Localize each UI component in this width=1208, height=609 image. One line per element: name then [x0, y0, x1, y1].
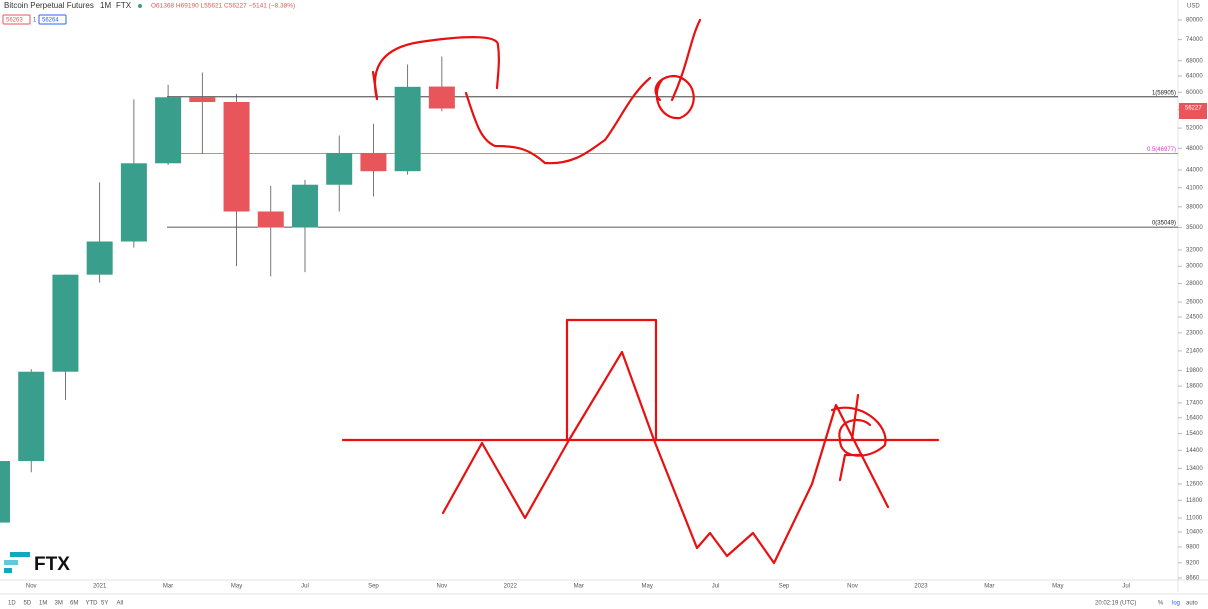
- candle-body: [52, 274, 79, 372]
- scale-button[interactable]: auto: [1186, 601, 1198, 607]
- x-tick-label: Mar: [984, 584, 994, 590]
- y-tick-label: 68000: [1186, 58, 1203, 64]
- y-tick-label: 18600: [1186, 384, 1203, 390]
- range-button[interactable]: 6M: [70, 601, 78, 607]
- x-tick-label: 2023: [914, 584, 928, 590]
- x-tick-label: 2021: [93, 584, 107, 590]
- x-tick-label: Jul: [301, 584, 309, 590]
- candle-body: [155, 97, 182, 164]
- y-tick-label: 24500: [1186, 315, 1203, 321]
- y-tick-label: 21400: [1186, 349, 1203, 355]
- y-tick-label: 9200: [1186, 560, 1200, 566]
- candle-body: [326, 152, 353, 185]
- x-tick-label: Sep: [368, 584, 379, 590]
- range-button[interactable]: YTD: [86, 601, 99, 607]
- annotations: [341, 18, 940, 565]
- y-tick-label: 15400: [1186, 431, 1203, 437]
- spread: 1: [33, 18, 37, 24]
- x-tick-label: May: [231, 584, 242, 590]
- range-button[interactable]: 3M: [55, 601, 63, 607]
- ask-box[interactable]: [38, 14, 67, 25]
- candle-body: [0, 461, 10, 523]
- symbol-title: Bitcoin Perpetual Futures: [4, 1, 94, 10]
- x-tick-label: Jul: [712, 584, 720, 590]
- currency[interactable]: USD: [1187, 4, 1200, 10]
- interval[interactable]: 1M: [100, 1, 111, 10]
- y-tick-label: 16400: [1186, 415, 1203, 421]
- y-tick-label: 11800: [1186, 498, 1203, 504]
- candle-body: [257, 211, 284, 228]
- status-dot: [138, 4, 142, 8]
- y-tick-label: 23000: [1186, 330, 1203, 336]
- logo-text: FTX: [34, 554, 70, 575]
- candle-body: [86, 241, 113, 275]
- range-button[interactable]: 1D: [8, 601, 16, 607]
- y-tick-label: 35000: [1186, 225, 1203, 231]
- x-tick-label: Nov: [437, 584, 448, 590]
- y-tick-label: 9800: [1186, 545, 1200, 551]
- scale-button[interactable]: log: [1172, 601, 1180, 607]
- x-tick-label: Sep: [779, 584, 790, 590]
- y-tick-label: 60000: [1186, 90, 1203, 96]
- fib-label: 1(58905): [1152, 90, 1176, 96]
- x-tick-label: 2022: [504, 584, 518, 590]
- y-tick-label: 17400: [1186, 400, 1203, 406]
- y-tick-label: 41000: [1186, 185, 1203, 191]
- bid-box[interactable]: [2, 14, 31, 25]
- ftx-logo: FTX: [4, 552, 70, 575]
- y-tick-label: 19800: [1186, 368, 1203, 374]
- fib-label: 0(35049): [1152, 221, 1176, 227]
- exchange: FTX: [116, 1, 132, 10]
- candle-body: [428, 86, 455, 109]
- y-tick-label: 11000: [1186, 516, 1203, 522]
- y-tick-label: 28000: [1186, 281, 1203, 287]
- x-tick-label: Mar: [163, 584, 173, 590]
- y-tick-label: 44000: [1186, 168, 1203, 174]
- x-tick-label: May: [642, 584, 653, 590]
- range-button[interactable]: 5Y: [101, 601, 108, 607]
- y-tick-label: 30000: [1186, 264, 1203, 270]
- y-tick-label: 26000: [1186, 300, 1203, 306]
- y-tick-label: 10400: [1186, 530, 1203, 536]
- candle-body: [360, 152, 387, 172]
- candle-body: [189, 97, 216, 103]
- y-tick-label: 14400: [1186, 448, 1203, 454]
- range-button[interactable]: 5D: [24, 601, 32, 607]
- range-button[interactable]: All: [117, 601, 124, 607]
- x-tick-label: Mar: [574, 584, 584, 590]
- fib-label: 0.5(46977): [1147, 147, 1176, 153]
- y-tick-label: 74000: [1186, 37, 1203, 43]
- x-tick-label: Nov: [26, 584, 37, 590]
- x-tick-label: Jul: [1122, 584, 1130, 590]
- candle-body: [394, 86, 421, 172]
- scale-button[interactable]: %: [1158, 601, 1164, 607]
- ask: 56264: [42, 18, 59, 24]
- y-tick-label: 48000: [1186, 146, 1203, 152]
- ohlc-readout: O61368 H69190 L55621 C56227 −5141 (−8.38…: [151, 3, 295, 10]
- y-tick-label: 12600: [1186, 481, 1203, 487]
- y-tick-label: 64000: [1186, 74, 1203, 80]
- y-tick-label: 52000: [1186, 126, 1203, 132]
- candle-body: [223, 102, 250, 212]
- y-tick-label: 8660: [1186, 576, 1200, 582]
- candle-body: [18, 371, 45, 462]
- y-tick-label: 13400: [1186, 466, 1203, 472]
- last-price: 56227: [1185, 106, 1202, 112]
- clock: 20:02:19 (UTC): [1095, 601, 1136, 607]
- y-tick-label: 38000: [1186, 204, 1203, 210]
- x-tick-label: May: [1052, 584, 1063, 590]
- bid: 56263: [6, 18, 23, 24]
- y-tick-label: 32000: [1186, 248, 1203, 254]
- x-tick-label: Nov: [847, 584, 858, 590]
- candle-body: [291, 184, 318, 228]
- candle-body: [120, 163, 147, 242]
- range-button[interactable]: 1M: [39, 601, 47, 607]
- y-tick-label: 80000: [1186, 18, 1203, 24]
- last-price-tag: [1179, 103, 1207, 119]
